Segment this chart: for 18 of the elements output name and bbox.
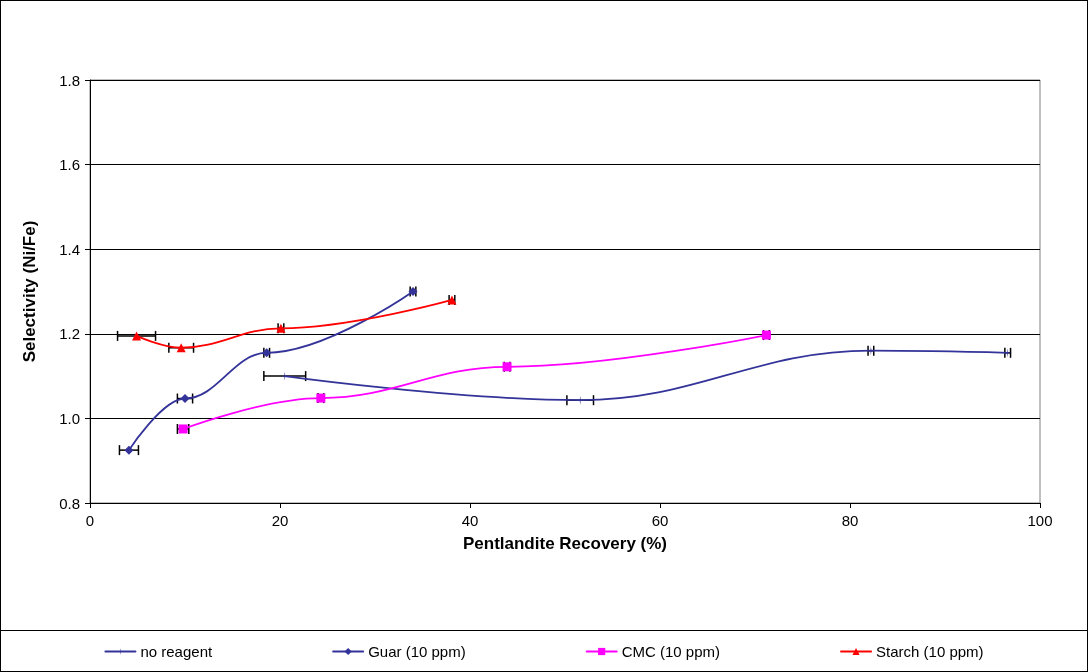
- x-axis-title: Pentlandite Recovery (%): [462, 534, 668, 553]
- legend-label: CMC (10 ppm): [621, 643, 721, 660]
- legend-label: Guar (10 ppm): [368, 643, 466, 660]
- y-axis-title: Selectivity (Ni/Fe): [20, 220, 39, 363]
- legend-label: no reagent: [140, 643, 213, 660]
- x-tick-label: 0: [85, 512, 95, 529]
- legend-label: Starch (10 ppm): [876, 643, 984, 660]
- y-tick-label: 1.0: [59, 409, 80, 427]
- x-tick-label: 60: [651, 512, 669, 529]
- x-tick-label: 100: [1027, 512, 1053, 529]
- y-tick-label: 1.8: [59, 71, 80, 89]
- x-tick-label: 40: [461, 512, 479, 529]
- y-tick-label: 1.6: [59, 156, 80, 174]
- y-tick-label: 1.4: [59, 240, 80, 258]
- x-tick-label: 20: [271, 512, 289, 529]
- y-tick-label: 1.2: [59, 325, 80, 343]
- y-tick-label: 0.8: [59, 494, 80, 512]
- x-tick-label: 80: [841, 512, 859, 529]
